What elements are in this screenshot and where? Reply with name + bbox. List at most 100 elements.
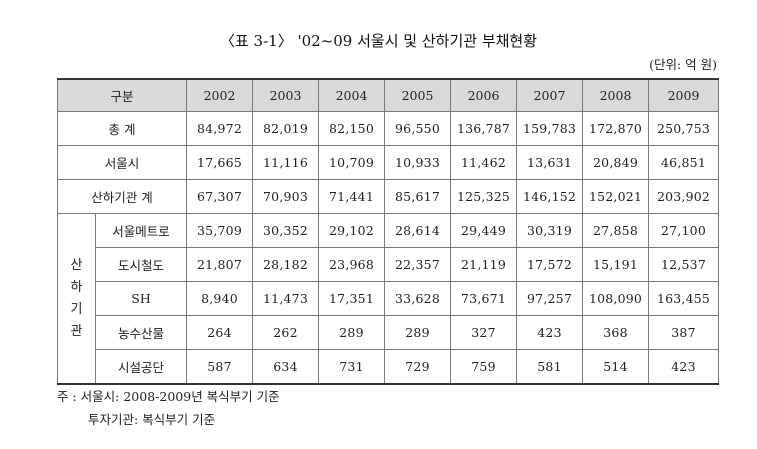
- cell-value: 82,150: [318, 111, 386, 146]
- unit-label: (단위: 억 원): [649, 57, 717, 72]
- cell-value: 96,550: [384, 111, 452, 146]
- footnote-line-1: 주 : 서울시: 2008-2009년 복식부기 기준: [57, 389, 280, 404]
- cell-value: 28,182: [252, 247, 320, 282]
- cell-value: 20,849: [582, 145, 650, 180]
- cell-value: 289: [318, 315, 386, 350]
- table-row: 서울시 17,665 11,116 10,709 10,933 11,462 1…: [56, 145, 720, 180]
- cell-value: 163,455: [648, 281, 720, 316]
- cell-value: 152,021: [582, 179, 650, 214]
- cell-value: 33,628: [384, 281, 452, 316]
- cell-value: 27,858: [582, 213, 650, 248]
- cell-value: 17,351: [318, 281, 386, 316]
- header-year: 2006: [450, 78, 518, 112]
- sub-row-label: 도시철도: [94, 247, 188, 282]
- cell-value: 28,614: [384, 213, 452, 248]
- cell-value: 35,709: [186, 213, 254, 248]
- table-title: 〈표 3-1〉 '02~09 서울시 및 산하기관 부채현황: [219, 32, 538, 50]
- cell-value: 423: [516, 315, 584, 350]
- cell-value: 11,116: [252, 145, 320, 180]
- cell-value: 22,357: [384, 247, 452, 282]
- cell-value: 21,119: [450, 247, 518, 282]
- header-year: 2008: [582, 78, 650, 112]
- cell-value: 97,257: [516, 281, 584, 316]
- sub-row-label: 서울메트로: [94, 213, 188, 248]
- cell-value: 23,968: [318, 247, 386, 282]
- cell-value: 8,940: [186, 281, 254, 316]
- table-row: 농수산물 264 262 289 289 327 423 368 387: [58, 315, 720, 350]
- cell-value: 250,753: [648, 111, 720, 146]
- cell-value: 73,671: [450, 281, 518, 316]
- cell-value: 15,191: [582, 247, 650, 282]
- cell-value: 29,102: [318, 213, 386, 248]
- cell-value: 12,537: [648, 247, 720, 282]
- header-category: 구분: [56, 78, 188, 112]
- header-year: 2003: [252, 78, 320, 112]
- cell-value: 125,325: [450, 179, 518, 214]
- cell-value: 11,473: [252, 281, 320, 316]
- sub-row-label: 시설공단: [94, 349, 188, 385]
- header-year: 2004: [318, 78, 386, 112]
- sub-row-label: SH: [94, 281, 188, 316]
- header-row: 구분 2002 2003 2004 2005 2006 2007 2008 20…: [56, 78, 720, 112]
- row-label: 산하기관 계: [56, 179, 188, 214]
- cell-value: 29,449: [450, 213, 518, 248]
- cell-value: 729: [384, 349, 452, 385]
- cell-value: 289: [384, 315, 452, 350]
- header-year: 2009: [648, 78, 720, 112]
- header-year: 2002: [186, 78, 254, 112]
- cell-value: 172,870: [582, 111, 650, 146]
- cell-value: 11,462: [450, 145, 518, 180]
- cell-value: 85,617: [384, 179, 452, 214]
- cell-value: 17,572: [516, 247, 584, 282]
- cell-value: 21,807: [186, 247, 254, 282]
- cell-value: 10,933: [384, 145, 452, 180]
- cell-value: 30,319: [516, 213, 584, 248]
- cell-value: 146,152: [516, 179, 584, 214]
- footnote-line-2: 투자기관: 복식부기 기준: [88, 412, 216, 427]
- cell-value: 84,972: [186, 111, 254, 146]
- group-label-char: 기: [70, 301, 83, 317]
- cell-value: 82,019: [252, 111, 320, 146]
- table-row: 총 계 84,972 82,019 82,150 96,550 136,787 …: [56, 111, 720, 146]
- cell-value: 30,352: [252, 213, 320, 248]
- header-year: 2005: [384, 78, 452, 112]
- cell-value: 203,902: [648, 179, 720, 214]
- cell-value: 514: [582, 349, 650, 385]
- table-row: 도시철도 21,807 28,182 23,968 22,357 21,119 …: [58, 247, 720, 282]
- group-label: 산 하 기 관: [57, 213, 96, 385]
- cell-value: 46,851: [648, 145, 720, 180]
- cell-value: 423: [648, 349, 720, 385]
- header-year: 2007: [516, 78, 584, 112]
- cell-value: 27,100: [648, 213, 720, 248]
- cell-value: 262: [252, 315, 320, 350]
- cell-value: 587: [186, 349, 254, 385]
- group-label-char: 하: [70, 279, 83, 295]
- cell-value: 327: [450, 315, 518, 350]
- cell-value: 759: [450, 349, 518, 385]
- cell-value: 368: [582, 315, 650, 350]
- cell-value: 108,090: [582, 281, 650, 316]
- cell-value: 71,441: [318, 179, 386, 214]
- table-row: 시설공단 587 634 731 729 759 581 514 423: [58, 349, 720, 385]
- cell-value: 70,903: [252, 179, 320, 214]
- sub-row-label: 농수산물: [94, 315, 188, 350]
- table-row: 산 하 기 관 서울메트로 35,709 30,352 29,102 28,61…: [57, 213, 720, 385]
- row-label: 서울시: [56, 145, 188, 180]
- row-label: 총 계: [56, 111, 188, 146]
- cell-value: 10,709: [318, 145, 386, 180]
- cell-value: 136,787: [450, 111, 518, 146]
- cell-value: 634: [252, 349, 320, 385]
- group-label-char: 관: [70, 323, 83, 339]
- cell-value: 67,307: [186, 179, 254, 214]
- debt-table: 구분 2002 2003 2004 2005 2006 2007 2008 20…: [56, 78, 720, 385]
- cell-value: 159,783: [516, 111, 584, 146]
- group-label-char: 산: [70, 257, 83, 273]
- cell-value: 387: [648, 315, 720, 350]
- cell-value: 13,631: [516, 145, 584, 180]
- cell-value: 17,665: [186, 145, 254, 180]
- cell-value: 731: [318, 349, 386, 385]
- table-row: 산하기관 계 67,307 70,903 71,441 85,617 125,3…: [56, 179, 720, 214]
- table-row: SH 8,940 11,473 17,351 33,628 73,671 97,…: [58, 281, 720, 316]
- cell-value: 581: [516, 349, 584, 385]
- cell-value: 264: [186, 315, 254, 350]
